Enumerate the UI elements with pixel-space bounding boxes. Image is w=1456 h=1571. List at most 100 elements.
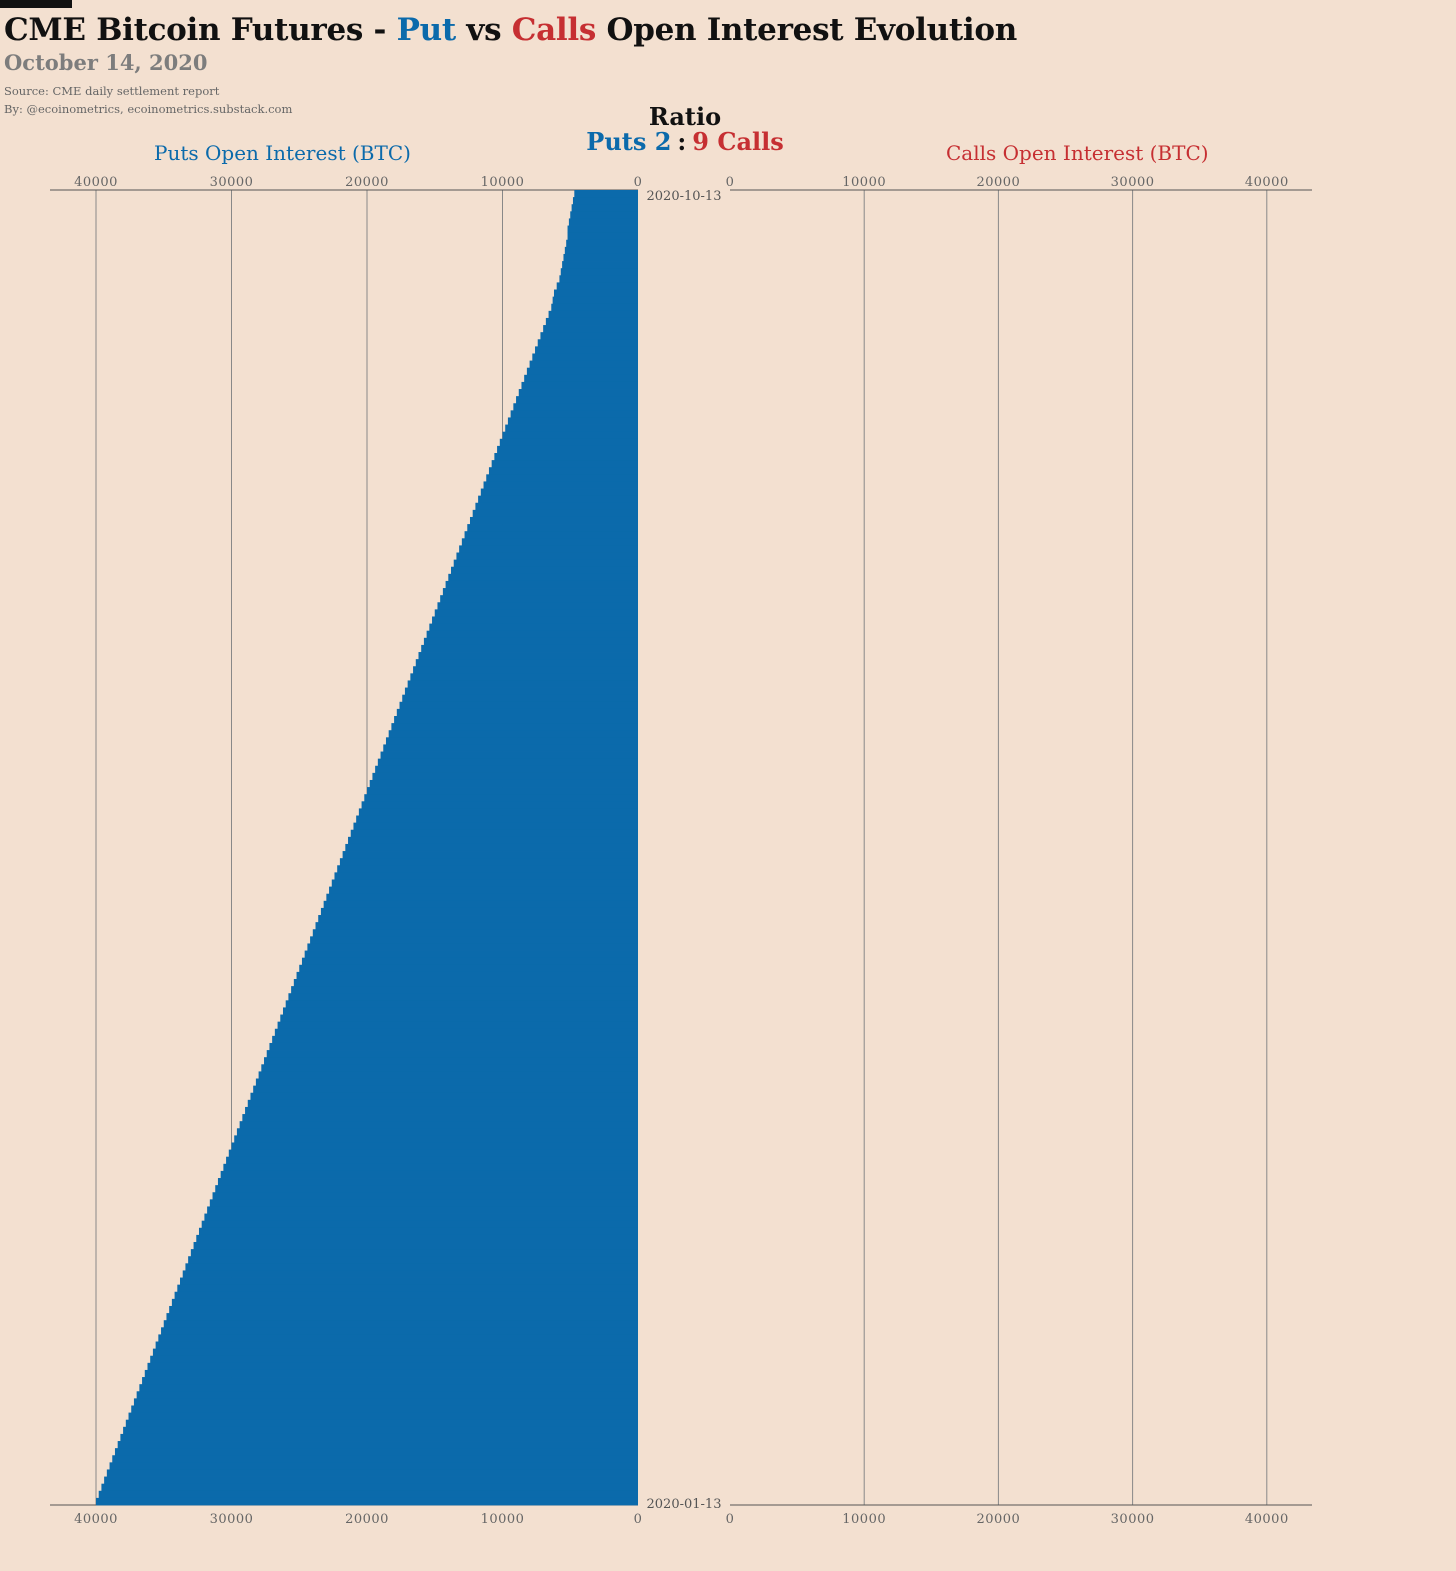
puts-bar — [123, 1426, 639, 1435]
puts-bar — [139, 1384, 639, 1392]
puts-bar — [516, 396, 638, 404]
puts-bar — [556, 282, 638, 290]
puts-bar — [236, 1128, 639, 1136]
puts-bar — [155, 1341, 638, 1350]
puts-bar — [255, 1078, 638, 1087]
puts-bar — [377, 758, 638, 767]
puts-bar — [461, 538, 638, 546]
puts-bar — [472, 509, 638, 518]
puts-bar — [562, 261, 638, 269]
puts-bar — [171, 1298, 638, 1307]
puts-bar — [415, 659, 638, 667]
puts-bar — [299, 964, 638, 973]
puts-bar — [250, 1092, 638, 1101]
puts-bar — [133, 1398, 638, 1406]
puts-tick-label-top: 40000 — [74, 175, 118, 190]
puts-bar — [320, 907, 638, 916]
puts-bar — [261, 1064, 638, 1072]
puts-bar — [574, 190, 638, 198]
puts-bar — [217, 1178, 638, 1186]
puts-tick-label-bottom: 40000 — [74, 1512, 118, 1527]
puts-bar — [563, 253, 638, 262]
puts-bar — [226, 1156, 638, 1165]
puts-bar — [288, 993, 638, 1001]
puts-bar — [494, 453, 638, 461]
puts-bar — [497, 445, 638, 454]
puts-bar — [253, 1085, 638, 1094]
puts-bar — [293, 979, 638, 987]
puts-bar — [385, 737, 638, 745]
puts-bar — [407, 680, 638, 688]
puts-bar — [193, 1242, 638, 1250]
puts-bar — [120, 1433, 638, 1442]
puts-bar — [445, 580, 638, 589]
puts-tick-label-top: 30000 — [210, 175, 254, 190]
puts-bar — [106, 1469, 639, 1477]
puts-bar — [566, 239, 638, 248]
puts-bar — [163, 1320, 638, 1328]
puts-bar — [174, 1291, 638, 1300]
puts-bar — [499, 438, 638, 447]
puts-tick-label-top: 20000 — [345, 175, 389, 190]
puts-bar — [469, 516, 638, 525]
puts-bar — [142, 1377, 638, 1385]
puts-bar — [570, 211, 638, 219]
puts-bar — [128, 1412, 638, 1421]
puts-bar — [507, 417, 638, 425]
title-part2: Open Interest Evolution — [596, 12, 1017, 48]
puts-bar — [264, 1057, 638, 1065]
puts-bar — [513, 403, 638, 411]
puts-axis-title: Puts Open Interest (BTC) — [154, 141, 411, 165]
puts-bar — [112, 1455, 638, 1463]
puts-bar — [242, 1114, 638, 1122]
calls-tick-label-bottom: 30000 — [1111, 1512, 1155, 1527]
puts-bar — [269, 1042, 638, 1051]
calls-axis-title: Calls Open Interest (BTC) — [946, 141, 1209, 165]
puts-bar — [228, 1149, 639, 1158]
puts-bar — [567, 232, 638, 241]
puts-bar — [245, 1106, 639, 1115]
puts-tick-label-top: 0 — [634, 175, 643, 190]
corner-mark — [0, 0, 72, 8]
puts-bar — [413, 666, 638, 674]
puts-bar — [304, 950, 638, 959]
puts-bar — [491, 460, 638, 468]
puts-bar — [459, 545, 638, 553]
puts-bar — [356, 815, 638, 824]
puts-bar — [136, 1391, 638, 1399]
puts-bar — [410, 673, 638, 681]
puts-bar — [272, 1035, 638, 1044]
date-label-end: 2020-01-13 — [647, 1497, 722, 1512]
calls-tick-label-top: 20000 — [976, 175, 1020, 190]
puts-bar — [402, 694, 638, 703]
puts-bar — [568, 218, 638, 226]
puts-bar — [312, 929, 638, 937]
puts-bar — [166, 1313, 638, 1321]
puts-bar — [239, 1121, 638, 1129]
puts-bar — [426, 630, 638, 639]
puts-bar — [334, 872, 638, 880]
puts-bar — [161, 1327, 639, 1335]
puts-bar — [339, 858, 638, 866]
puts-bar — [180, 1277, 638, 1286]
puts-bar — [98, 1490, 638, 1499]
puts-bar — [543, 325, 638, 333]
puts-bar — [488, 467, 638, 475]
puts-bar — [147, 1362, 639, 1371]
puts-tick-label-top: 10000 — [481, 175, 525, 190]
puts-bar — [367, 787, 638, 795]
puts-bar — [345, 843, 638, 852]
puts-bar — [553, 289, 638, 298]
date-label-start: 2020-10-13 — [647, 189, 722, 204]
puts-bar — [375, 765, 638, 774]
puts-bar — [448, 573, 638, 582]
puts-bar — [150, 1355, 638, 1364]
puts-bar — [380, 751, 638, 760]
puts-bar — [125, 1419, 638, 1428]
puts-bar — [505, 424, 638, 433]
calls-tick-label-top: 10000 — [842, 175, 886, 190]
puts-bar — [572, 197, 638, 205]
puts-bar — [399, 701, 638, 710]
puts-bar — [559, 275, 638, 283]
